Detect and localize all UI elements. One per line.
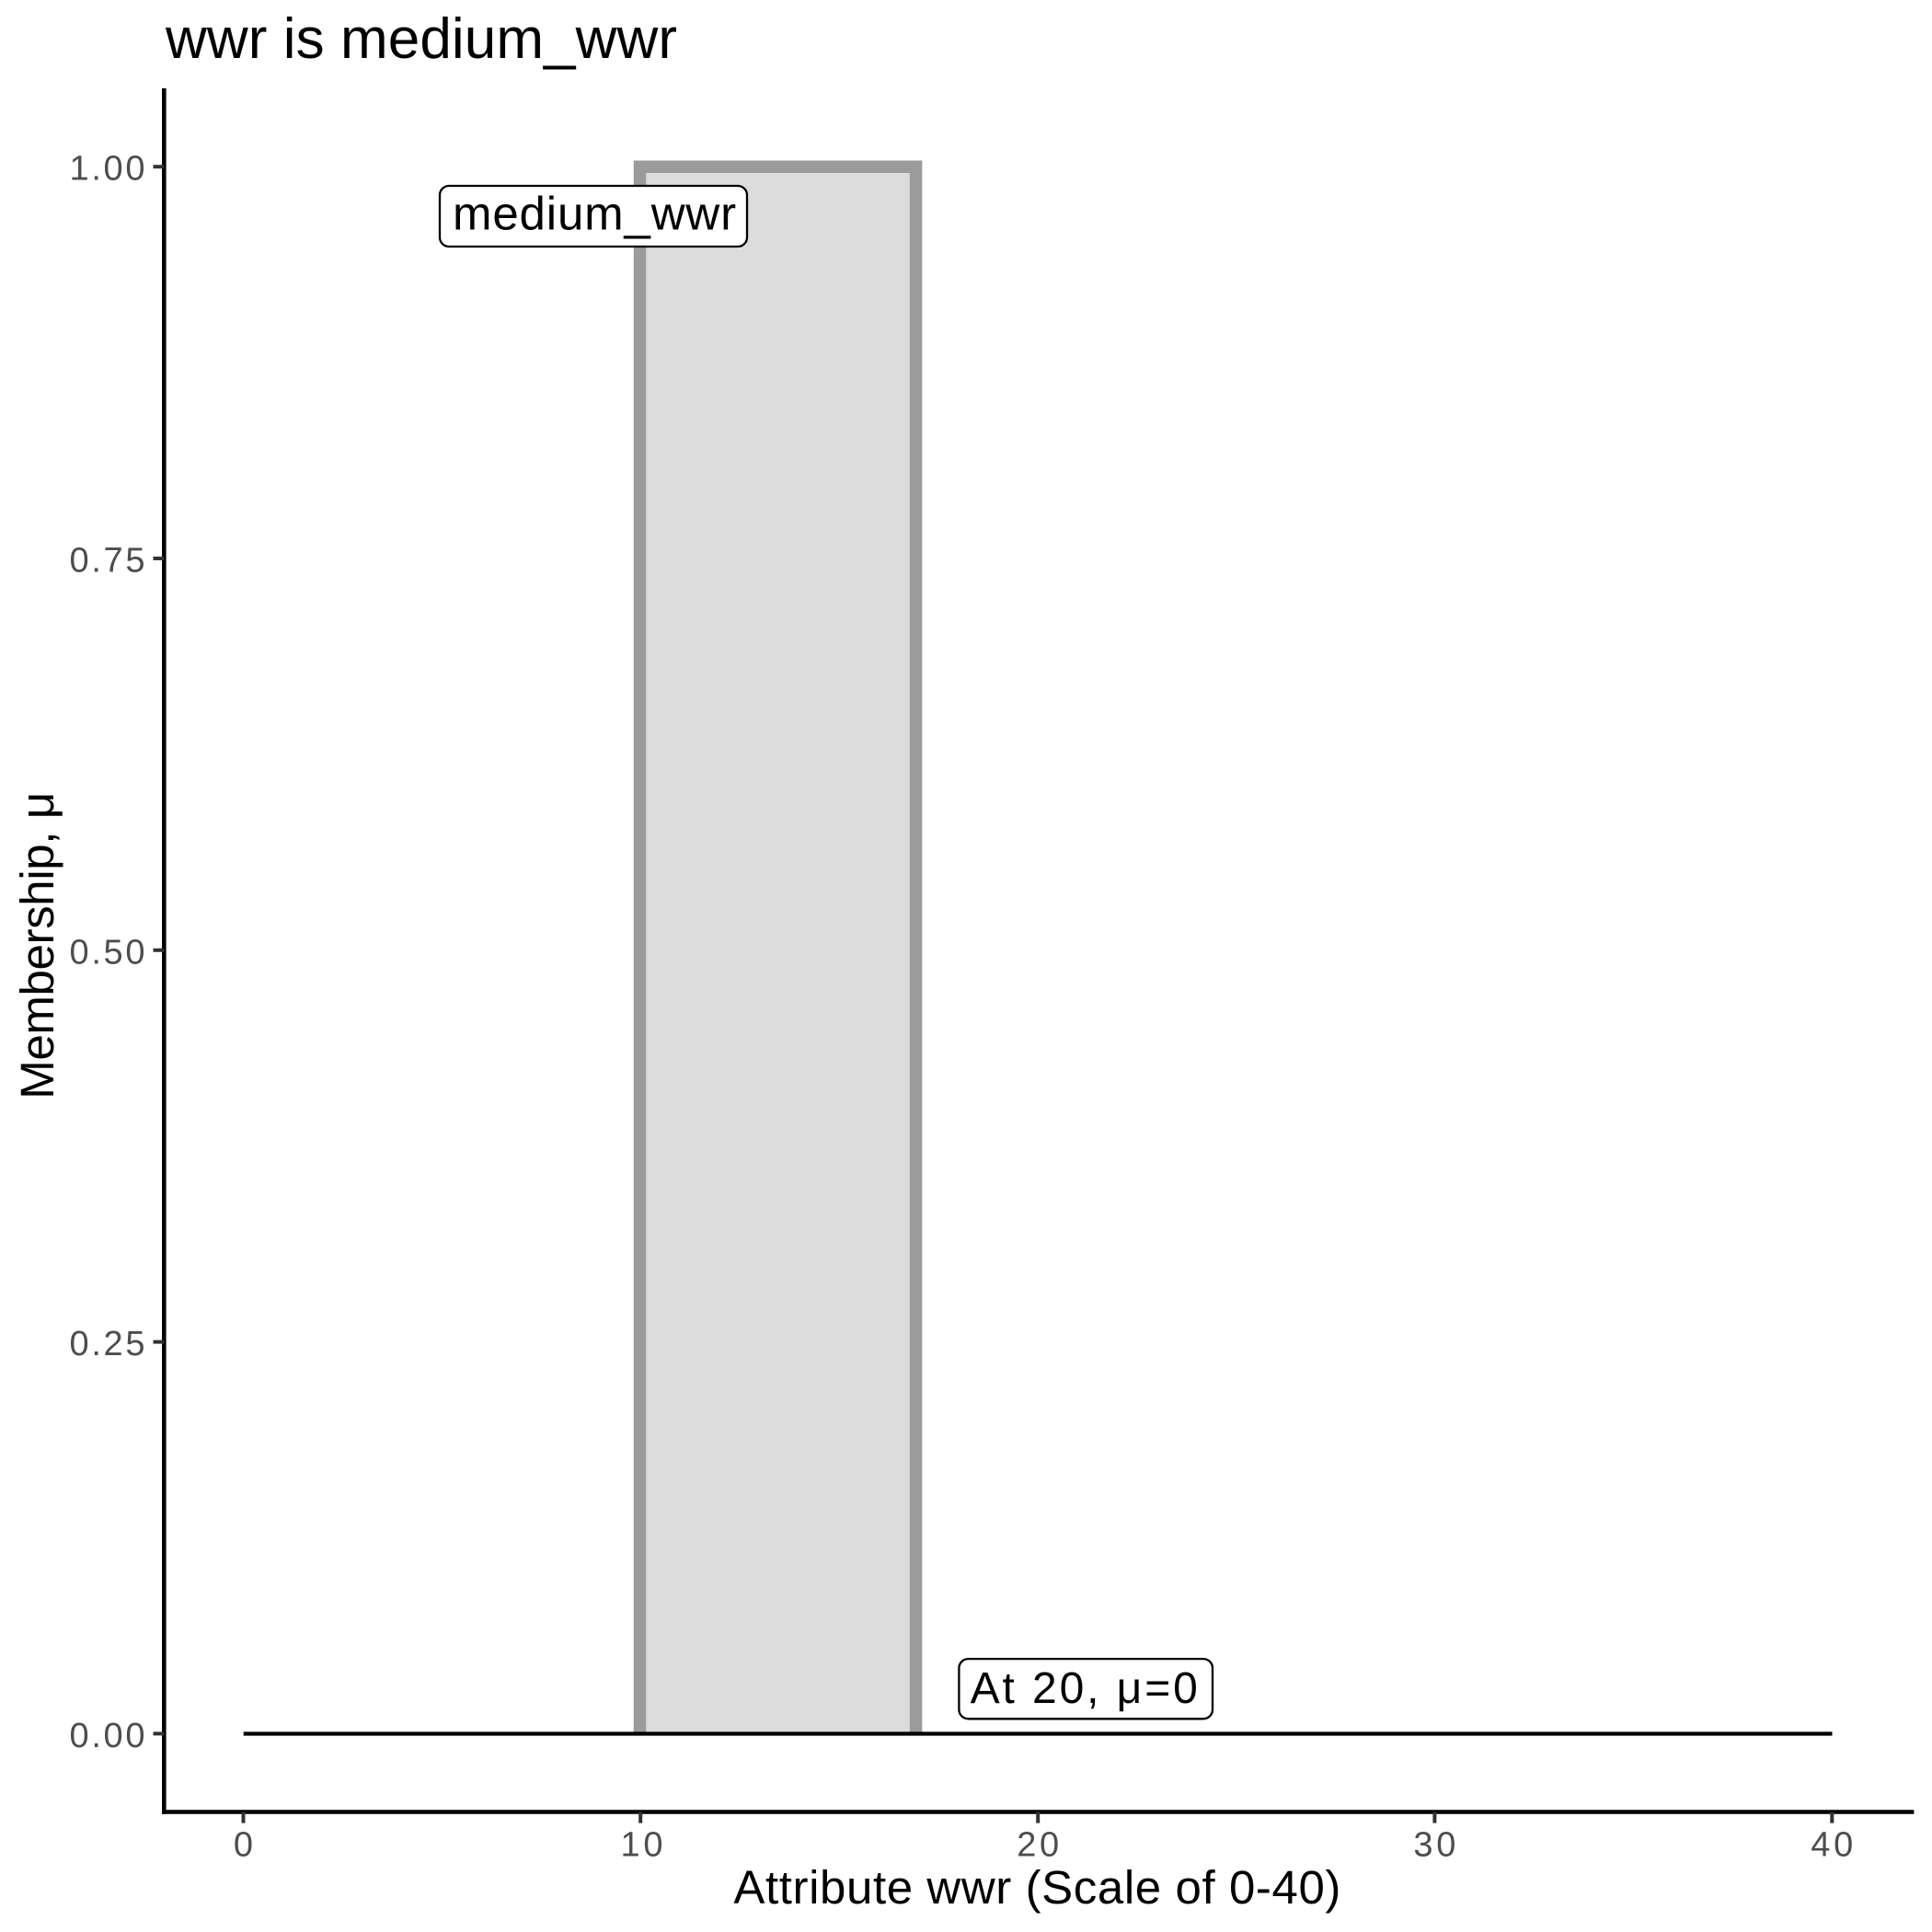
svg-text:medium_wwr: medium_wwr [453, 188, 737, 240]
svg-text:0.00: 0.00 [70, 1717, 145, 1755]
svg-text:wwr is medium_wwr: wwr is medium_wwr [165, 7, 677, 71]
svg-text:Membership, μ: Membership, μ [11, 792, 63, 1099]
svg-text:0.25: 0.25 [70, 1325, 145, 1363]
svg-text:1.00: 1.00 [70, 150, 145, 189]
svg-text:0.50: 0.50 [70, 933, 145, 972]
svg-text:0: 0 [234, 1826, 253, 1865]
svg-text:Attribute wwr (Scale of 0-40): Attribute wwr (Scale of 0-40) [733, 1861, 1340, 1914]
svg-text:0.75: 0.75 [70, 542, 145, 581]
svg-text:At 20, μ=0: At 20, μ=0 [971, 1664, 1201, 1713]
